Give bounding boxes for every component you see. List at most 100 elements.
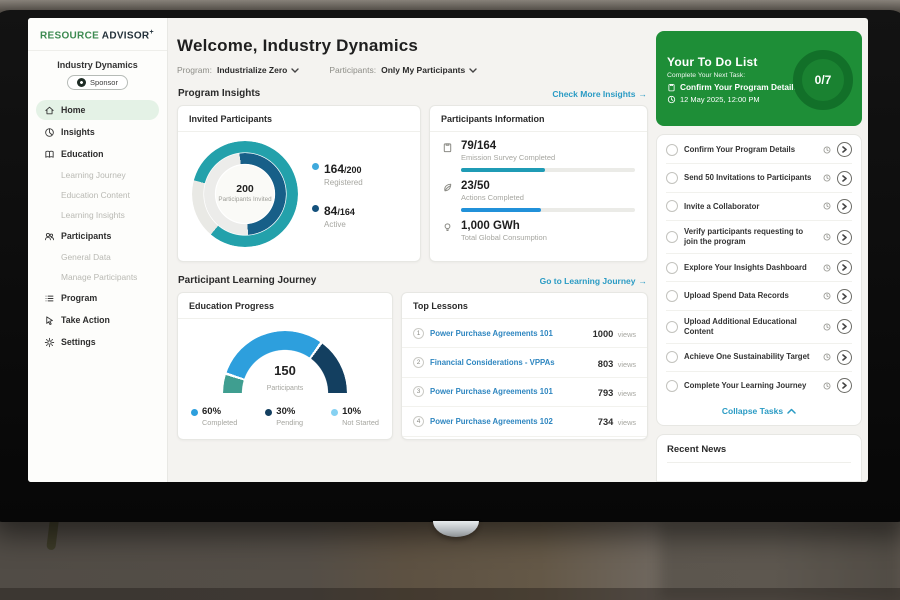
program-filter: Program: Industrialize Zero bbox=[177, 65, 300, 75]
sponsor-badge[interactable]: Sponsor bbox=[67, 75, 128, 91]
chevron-down-icon bbox=[291, 67, 300, 73]
app-logo[interactable]: RESOURCE ADVISOR+ bbox=[28, 18, 167, 52]
lesson-link[interactable]: Power Purchase Agreements 101 bbox=[430, 328, 553, 338]
sidebar-item-insights[interactable]: Insights bbox=[36, 122, 159, 142]
task-checkbox[interactable] bbox=[666, 231, 678, 244]
task-open-button[interactable] bbox=[837, 319, 852, 335]
program-insights-header: Program Insights Check More Insights → bbox=[178, 88, 647, 99]
clock-icon bbox=[667, 95, 676, 104]
gauge-label: Participants bbox=[266, 385, 304, 392]
legend-registered: 164/200 Registered bbox=[312, 160, 363, 187]
task-row[interactable]: Explore Your Insights Dashboard bbox=[666, 254, 852, 283]
task-checkbox[interactable] bbox=[666, 351, 678, 364]
stat-label: Total Global Consumption bbox=[461, 233, 547, 243]
task-label: Explore Your Insights Dashboard bbox=[684, 262, 807, 272]
task-open-button[interactable] bbox=[837, 198, 852, 214]
gauge-wrap: 150 Participants bbox=[178, 319, 392, 395]
sidebar-item-label: Insights bbox=[61, 127, 95, 138]
task-checkbox[interactable] bbox=[666, 320, 678, 333]
lesson-rank: 3 bbox=[413, 386, 424, 398]
task-checkbox[interactable] bbox=[666, 261, 678, 274]
task-checkbox[interactable] bbox=[666, 379, 678, 392]
task-row[interactable]: Verify participants requesting to join t… bbox=[666, 221, 852, 254]
stat-actions-completed: 23/50 Actions Completed bbox=[430, 172, 647, 202]
learning-cards-row: Education Progress 150 Participants bbox=[177, 292, 648, 440]
actions-progress-bar bbox=[461, 208, 635, 213]
donut-legend: 164/200 Registered 84/164 Active bbox=[312, 160, 363, 229]
todo-next-task[interactable]: Confirm Your Program Details bbox=[667, 82, 798, 92]
sidebar-item-settings[interactable]: Settings bbox=[36, 332, 159, 352]
task-open-button[interactable] bbox=[837, 378, 852, 394]
sidebar-item-manage-participants[interactable]: Manage Participants bbox=[36, 268, 159, 286]
task-checkbox[interactable] bbox=[666, 172, 678, 185]
collapse-label: Collapse Tasks bbox=[721, 406, 784, 417]
views-count: 793 bbox=[597, 387, 614, 398]
task-row[interactable]: Confirm Your Program Details bbox=[666, 136, 852, 165]
task-open-button[interactable] bbox=[837, 142, 852, 158]
lesson-link[interactable]: Power Purchase Agreements 102 bbox=[430, 416, 553, 426]
clock-icon bbox=[823, 292, 831, 300]
participants-filter-label: Participants: bbox=[329, 65, 377, 75]
check-more-insights-link[interactable]: Check More Insights → bbox=[552, 89, 647, 99]
sidebar-item-participants[interactable]: Participants bbox=[36, 226, 159, 246]
insights-cards-row: Invited Participants 200 Participants In… bbox=[177, 105, 648, 262]
todo-task-list: Confirm Your Program Details Send 50 Inv… bbox=[656, 134, 862, 427]
education-gauge-chart: 150 Participants bbox=[223, 331, 347, 395]
task-row[interactable]: Achieve One Sustainability Target bbox=[666, 344, 852, 372]
task-label: Confirm Your Program Details bbox=[684, 144, 796, 154]
logo-secondary: ADVISOR bbox=[101, 30, 150, 42]
list-icon bbox=[45, 295, 54, 302]
completed-label: Completed bbox=[202, 417, 238, 427]
go-to-learning-journey-link[interactable]: Go to Learning Journey → bbox=[540, 276, 647, 286]
clock-icon bbox=[823, 382, 831, 390]
sidebar-item-learning-journey[interactable]: Learning Journey bbox=[36, 166, 159, 184]
task-open-button[interactable] bbox=[837, 288, 852, 304]
book-icon bbox=[45, 150, 54, 158]
task-row[interactable]: Upload Additional Educational Content bbox=[666, 311, 852, 344]
task-open-button[interactable] bbox=[837, 229, 852, 245]
sidebar-item-label: Manage Participants bbox=[61, 272, 138, 283]
sidebar-item-home[interactable]: Home bbox=[36, 100, 159, 121]
sidebar-item-learning-insights[interactable]: Learning Insights bbox=[36, 206, 159, 224]
sidebar-item-education[interactable]: Education bbox=[36, 144, 159, 164]
gauge-legend: 60% Completed 30% Pending 10% Not Started bbox=[178, 395, 392, 427]
sidebar-item-program[interactable]: Program bbox=[36, 288, 159, 308]
sidebar-item-label: Participants bbox=[61, 231, 112, 242]
program-filter-dropdown[interactable]: Industrialize Zero bbox=[217, 65, 300, 75]
learning-journey-header: Participant Learning Journey Go to Learn… bbox=[178, 275, 647, 286]
stat-value: 23/50 bbox=[461, 180, 490, 193]
task-row[interactable]: Complete Your Learning Journey bbox=[666, 372, 852, 399]
lesson-link[interactable]: Financial Considerations - VPPAs bbox=[430, 358, 555, 368]
task-checkbox[interactable] bbox=[666, 200, 678, 213]
action-icon bbox=[46, 316, 53, 325]
plant-stem bbox=[46, 519, 59, 551]
task-open-button[interactable] bbox=[837, 260, 852, 276]
active-dot bbox=[312, 204, 319, 212]
completed-pct: 60% bbox=[202, 406, 222, 417]
task-row[interactable]: Send 50 Invitations to Participants bbox=[666, 164, 852, 193]
logo-primary: RESOURCE bbox=[40, 30, 100, 42]
education-progress-card: Education Progress 150 Participants bbox=[177, 292, 393, 440]
task-row[interactable]: Invite a Collaborator bbox=[666, 193, 852, 222]
lesson-link[interactable]: Power Purchase Agreements 101 bbox=[430, 387, 553, 397]
participants-filter-dropdown[interactable]: Only My Participants bbox=[381, 65, 477, 75]
sidebar-item-general-data[interactable]: General Data bbox=[36, 248, 159, 266]
sidebar-item-label: General Data bbox=[61, 252, 111, 263]
task-row[interactable]: Upload Spend Data Records bbox=[666, 282, 852, 311]
stat-global-consumption: 1,000 GWh Total Global Consumption bbox=[430, 212, 647, 242]
clock-icon bbox=[823, 323, 831, 331]
task-label: Complete Your Learning Journey bbox=[684, 380, 807, 390]
link-label: Check More Insights bbox=[552, 88, 636, 99]
lesson-row: 1 Power Purchase Agreements 101 1000 vie… bbox=[402, 319, 647, 349]
task-checkbox[interactable] bbox=[666, 143, 678, 156]
collapse-tasks-link[interactable]: Collapse Tasks bbox=[666, 399, 852, 424]
task-checkbox[interactable] bbox=[666, 290, 678, 303]
task-open-button[interactable] bbox=[837, 349, 852, 365]
task-open-button[interactable] bbox=[837, 170, 852, 186]
sidebar-item-education-content[interactable]: Education Content bbox=[36, 186, 159, 204]
program-insights-title: Program Insights bbox=[178, 88, 261, 99]
pending-label: Pending bbox=[276, 417, 304, 427]
participants-donut-chart: 200 Participants Invited bbox=[192, 141, 298, 247]
sidebar-item-take-action[interactable]: Take Action bbox=[36, 310, 159, 330]
